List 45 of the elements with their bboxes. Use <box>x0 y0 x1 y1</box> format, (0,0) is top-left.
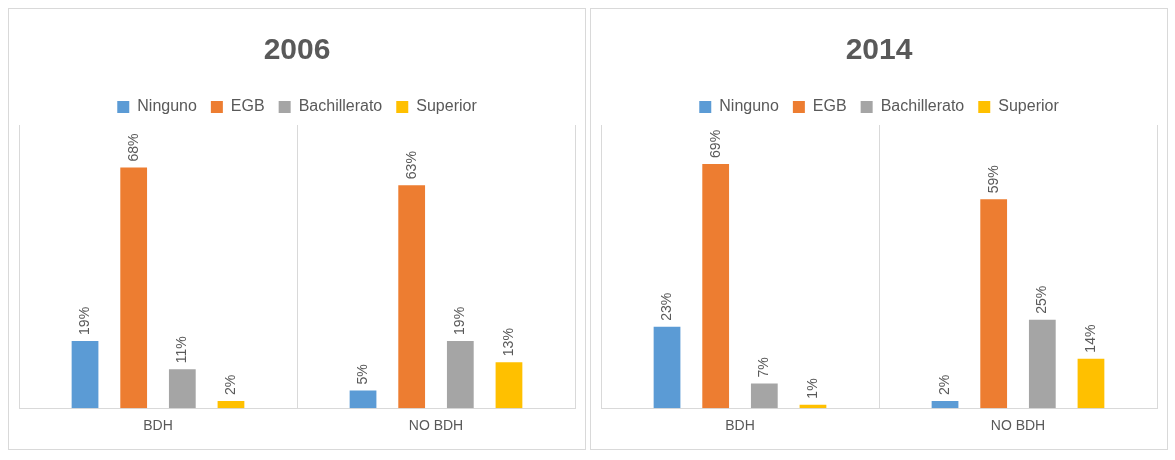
data-label: 69% <box>706 129 723 158</box>
bar <box>120 167 148 409</box>
bar <box>980 199 1008 409</box>
x-tick-label: BDH <box>725 417 755 434</box>
bar <box>217 401 245 409</box>
data-label: 7% <box>755 357 772 378</box>
x-tick-label: NO BDH <box>990 417 1046 434</box>
legend-label: Superior <box>998 97 1060 115</box>
bar <box>446 340 474 409</box>
bar <box>702 163 730 409</box>
data-label: 59% <box>984 165 1001 194</box>
chart-title: 2006 <box>263 32 331 66</box>
data-label: 14% <box>1081 324 1098 353</box>
data-label: 19% <box>451 306 468 335</box>
bar <box>1028 319 1056 409</box>
bar <box>931 401 959 409</box>
data-label: 23% <box>657 292 674 321</box>
legend-label: Ninguno <box>137 97 197 115</box>
bar <box>168 369 196 409</box>
data-label: 11% <box>173 336 190 364</box>
legend-label: Superior <box>416 97 478 115</box>
legend-label: EGB <box>812 97 847 115</box>
data-label: 2% <box>935 374 952 396</box>
bar <box>398 185 426 409</box>
chart-title: 2014 <box>845 32 913 66</box>
data-label: 2% <box>221 374 238 396</box>
bar <box>1077 358 1105 409</box>
legend-label: EGB <box>230 97 265 115</box>
legend-label: Bachillerato <box>298 97 383 115</box>
bar <box>349 390 377 409</box>
data-label: 19% <box>75 306 92 335</box>
data-label: 1% <box>803 378 820 399</box>
data-label: 63% <box>402 151 419 180</box>
bar <box>71 340 99 409</box>
legend-label: Ninguno <box>719 97 779 115</box>
data-label: 5% <box>353 364 370 385</box>
legend-label: Bachillerato <box>880 97 965 115</box>
bar <box>750 383 778 409</box>
bar <box>495 362 523 409</box>
x-tick-label: BDH <box>143 417 173 434</box>
data-label: 68% <box>124 133 141 162</box>
data-label: 13% <box>499 328 516 357</box>
bar <box>653 326 681 409</box>
data-label: 25% <box>1033 285 1050 314</box>
x-tick-label: NO BDH <box>408 417 464 434</box>
